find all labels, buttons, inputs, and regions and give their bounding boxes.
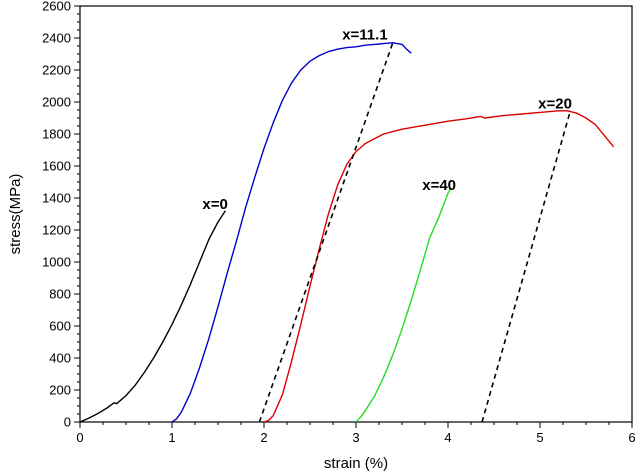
y-tick-label: 2200	[42, 63, 71, 78]
series-annotation: x=40	[422, 177, 456, 194]
y-tick-label: 0	[64, 415, 71, 430]
x-tick-label: 1	[168, 430, 175, 445]
y-tick-label: 600	[49, 319, 71, 334]
y-tick-label: 1200	[42, 223, 71, 238]
series-annotation: x=11.1	[342, 27, 387, 44]
x-tick-label: 5	[536, 430, 543, 445]
y-tick-label: 1600	[42, 159, 71, 174]
ticks-layer: 0 1 2 3 4 5 6 0 200 400 600 800 1000 1200 1400 1600 1800…	[42, 0, 636, 445]
y-tick-label: 1400	[42, 191, 71, 206]
plot-frame	[79, 5, 633, 423]
series-line-5	[481, 110, 572, 423]
annotation-layer: x=0 x=11.1 x=20 x=40	[202, 27, 572, 214]
y-tick-label: 1000	[42, 255, 71, 270]
y-axis-title: stress(MPa)	[7, 174, 24, 255]
y-tick-label: 1800	[42, 127, 71, 142]
y-tick-label: 2000	[42, 95, 71, 110]
x-tick-label: 6	[628, 430, 635, 445]
series-layer	[79, 42, 615, 423]
series-line-1	[171, 42, 412, 423]
y-tick-label: 2600	[42, 0, 71, 14]
x-tick-label: 4	[444, 430, 451, 445]
series-line-4	[258, 42, 394, 423]
x-tick-label: 2	[260, 430, 267, 445]
y-tick-label: 400	[49, 351, 71, 366]
series-line-2	[263, 110, 615, 423]
series-line-3	[355, 188, 452, 423]
y-tick-label: 2400	[42, 31, 71, 46]
series-annotation: x=20	[538, 95, 572, 112]
y-tick-label: 200	[49, 383, 71, 398]
x-axis-title: strain (%)	[324, 455, 388, 472]
x-tick-label: 3	[352, 430, 359, 445]
x-tick-label: 0	[76, 430, 83, 445]
y-tick-label: 800	[49, 287, 71, 302]
series-annotation: x=0	[202, 196, 227, 213]
series-line-0	[79, 210, 226, 423]
